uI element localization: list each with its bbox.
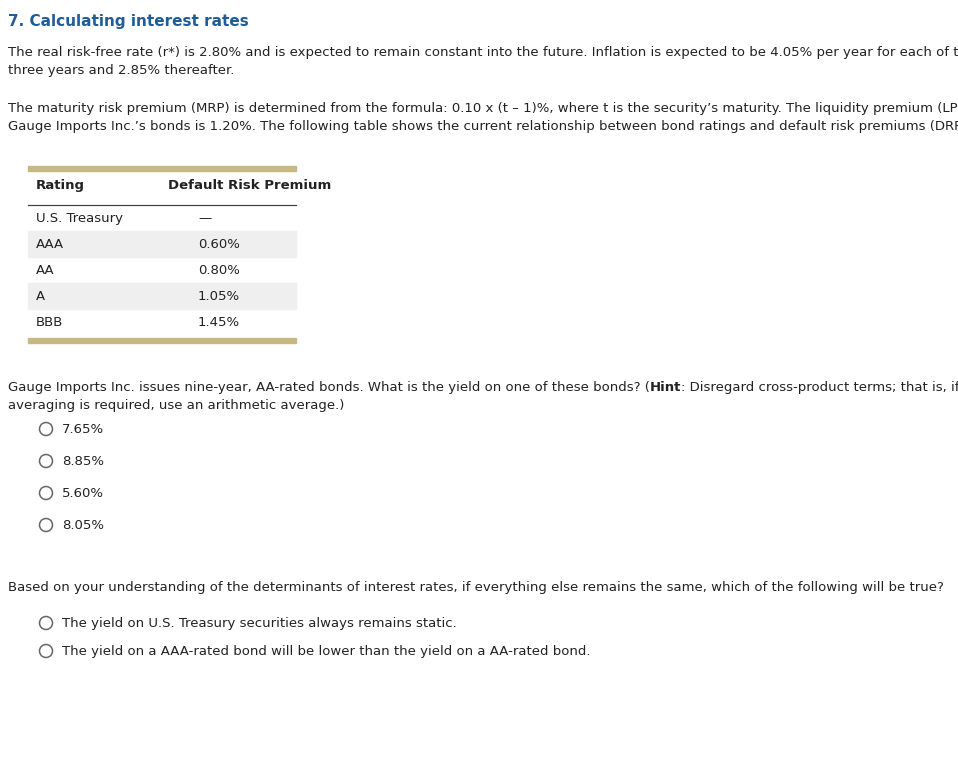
Text: BBB: BBB [36,316,63,329]
Bar [28,283,296,309]
Text: The real risk-free rate (r*) is 2.80% and is expected to remain constant into th: The real risk-free rate (r*) is 2.80% an… [8,46,958,59]
Text: 1.05%: 1.05% [198,290,240,303]
Circle shape [39,454,53,468]
Text: A: A [36,290,45,303]
Text: averaging is required, use an arithmetic average.): averaging is required, use an arithmetic… [8,399,344,412]
Text: 8.05%: 8.05% [62,519,104,532]
Text: 5.60%: 5.60% [62,487,104,500]
Text: 7. Calculating interest rates: 7. Calculating interest rates [8,14,249,29]
Bar [28,338,296,343]
Circle shape [39,487,53,500]
Text: 7.65%: 7.65% [62,423,104,436]
Text: 0.80%: 0.80% [198,264,240,277]
Text: 8.85%: 8.85% [62,455,104,468]
Bar [28,231,296,257]
Text: Based on your understanding of the determinants of interest rates, if everything: Based on your understanding of the deter… [8,581,944,594]
Text: Gauge Imports Inc. issues nine-year, AA-rated bonds. What is the yield on one of: Gauge Imports Inc. issues nine-year, AA-… [8,381,650,394]
Text: 0.60%: 0.60% [198,238,240,251]
Bar [28,166,296,171]
Circle shape [39,518,53,531]
Text: U.S. Treasury: U.S. Treasury [36,212,123,225]
Circle shape [39,422,53,435]
Text: The maturity risk premium (MRP) is determined from the formula: 0.10 x (t – 1)%,: The maturity risk premium (MRP) is deter… [8,102,958,115]
Text: AA: AA [36,264,55,277]
Text: Hint: Hint [650,381,681,394]
Circle shape [39,644,53,657]
Text: —: — [198,212,212,225]
Text: The yield on U.S. Treasury securities always remains static.: The yield on U.S. Treasury securities al… [62,617,457,630]
Text: Default Risk Premium: Default Risk Premium [168,179,331,192]
Text: : Disregard cross-product terms; that is, if: : Disregard cross-product terms; that is… [681,381,958,394]
Circle shape [39,617,53,630]
Text: 1.45%: 1.45% [198,316,240,329]
Text: Rating: Rating [36,179,85,192]
Text: AAA: AAA [36,238,64,251]
Text: three years and 2.85% thereafter.: three years and 2.85% thereafter. [8,64,235,77]
Text: The yield on a AAA-rated bond will be lower than the yield on a AA-rated bond.: The yield on a AAA-rated bond will be lo… [62,645,590,658]
Text: Gauge Imports Inc.’s bonds is 1.20%. The following table shows the current relat: Gauge Imports Inc.’s bonds is 1.20%. The… [8,120,958,133]
